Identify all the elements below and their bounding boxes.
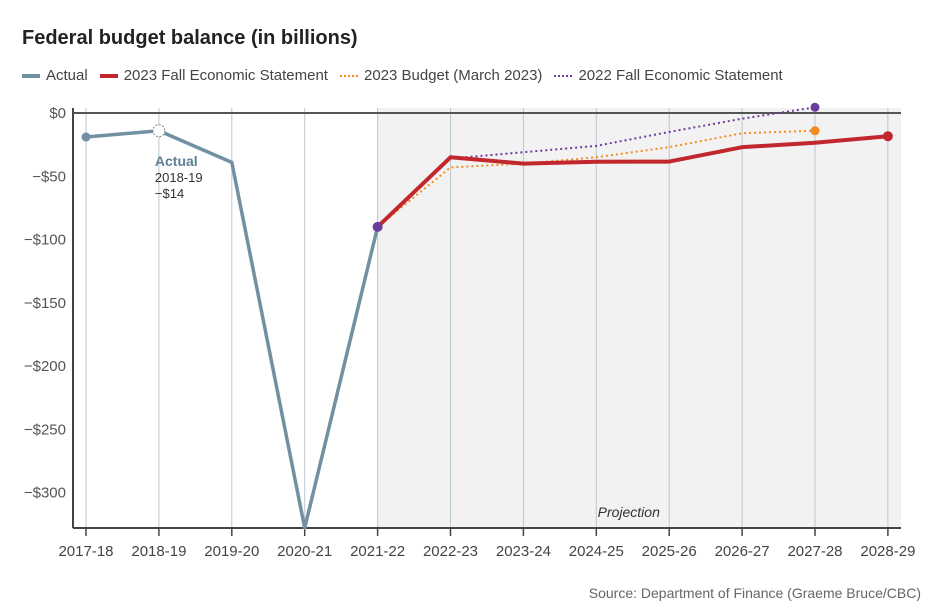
series-line-actual <box>85 128 380 530</box>
x-tick-label: 2017-18 <box>58 543 113 560</box>
y-tick-label: −$300 <box>24 485 66 502</box>
point-2022-fes-2027-28 <box>810 102 820 112</box>
y-tick-label: −$50 <box>32 168 66 185</box>
legend-swatch-2022-fes <box>554 74 573 77</box>
x-tick-label: 2027-28 <box>787 543 842 560</box>
series-line-2022-fall-economic-statement <box>376 106 816 228</box>
legend-item-actual: Actual <box>22 67 88 84</box>
y-tick-label: −$250 <box>24 421 66 438</box>
point-2021-22 <box>372 221 383 232</box>
x-tick-label: 2026-27 <box>715 543 770 560</box>
x-tick-label: 2020-21 <box>277 543 332 560</box>
legend-item-2023-budget: 2023 Budget (March 2023) <box>339 67 543 84</box>
x-tick-label: 2018-19 <box>131 543 186 560</box>
annotation-value: −$14 <box>155 186 184 201</box>
x-tick-label: 2024-25 <box>569 543 624 560</box>
series-line-2023-fall-economic-statement <box>376 134 889 229</box>
x-axis: 2017-18 2018-19 2019-20 2020-21 2021-22 2022-… <box>58 527 915 560</box>
legend-item-2023-fall-economic-statement: 2023 Fall Economic Statement <box>99 67 328 84</box>
y-tick-label: −$150 <box>24 295 66 312</box>
point-2023-fes-2028-29 <box>882 131 893 142</box>
series-line-2023-budget-march-2023 <box>376 129 816 228</box>
legend-swatch-2023-fes <box>99 73 118 78</box>
legend-label-2022-fes: 2022 Fall Economic Statement <box>578 67 783 84</box>
x-tick-label: 2021-22 <box>350 543 405 560</box>
annotation: Actual 2018-19 −$14 <box>155 153 203 201</box>
legend-swatch-2023-budget <box>339 74 358 77</box>
annotation-period: 2018-19 <box>155 170 203 185</box>
projection-label: Projection <box>598 504 660 520</box>
y-tick-label: −$200 <box>24 358 66 375</box>
x-tick-label: 2019-20 <box>204 543 259 560</box>
chart-title: Federal budget balance (in billions) <box>22 27 358 49</box>
annotation-title: Actual <box>155 153 198 169</box>
legend-label-actual: Actual <box>46 67 88 84</box>
point-actual-2017-18 <box>81 132 91 142</box>
y-tick-label: −$100 <box>24 232 66 249</box>
legend-swatch-actual <box>22 73 40 78</box>
x-tick-label: 2022-23 <box>423 543 478 560</box>
projection-region <box>377 108 902 528</box>
point-actual-2018-19-highlight <box>152 124 166 138</box>
y-axis: $0 −$50 −$100 −$150 −$200 −$250 −$300 <box>24 105 901 528</box>
x-tick-label: 2025-26 <box>642 543 697 560</box>
point-2023-budget-2027-28 <box>810 126 820 136</box>
source-credit: Source: Department of Finance (Graeme Br… <box>588 585 921 601</box>
legend-label-2023-budget: 2023 Budget (March 2023) <box>363 67 543 84</box>
x-tick-label: 2023-24 <box>496 543 551 560</box>
legend: Actual 2023 Fall Economic Statement 2023… <box>22 67 783 84</box>
x-tick-label: 2028-29 <box>860 543 915 560</box>
legend-item-2022-fall-economic-statement: 2022 Fall Economic Statement <box>554 67 783 84</box>
legend-label-2023-fes: 2023 Fall Economic Statement <box>123 67 328 84</box>
series-lines <box>81 102 893 530</box>
vertical-gridlines <box>85 108 889 528</box>
y-tick-label: $0 <box>49 105 66 122</box>
